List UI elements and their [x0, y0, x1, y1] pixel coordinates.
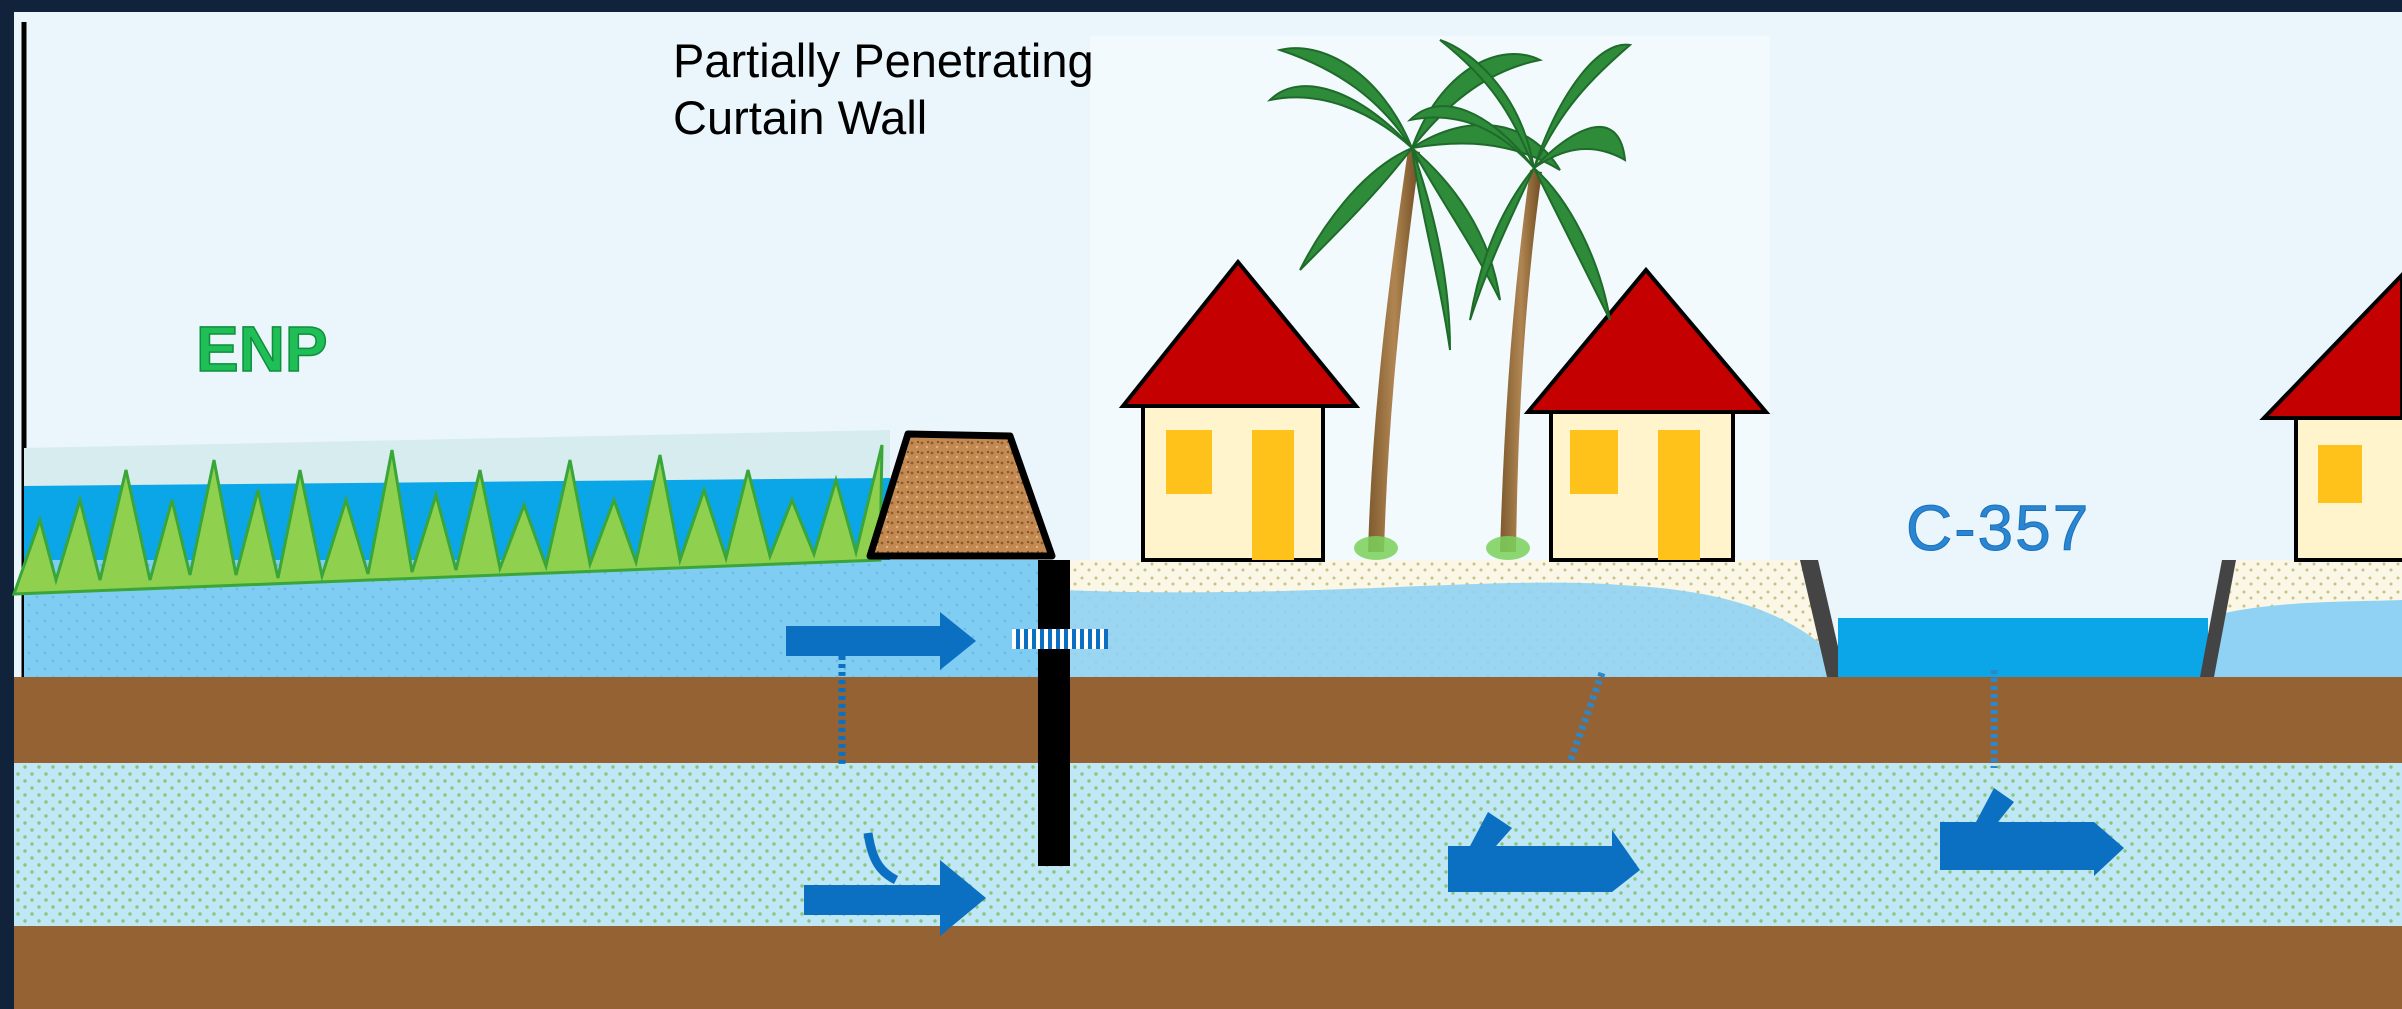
seepage-through-wall — [1012, 629, 1108, 649]
palm-tree-icon — [1406, 39, 1633, 560]
curtain-wall — [1038, 560, 1070, 866]
wall-label-line2: Curtain Wall — [673, 91, 927, 144]
canal-label: C-357 — [1906, 492, 2090, 564]
flow-arrow-icon — [1448, 671, 1640, 892]
house-icon — [1523, 266, 1771, 562]
water-table — [1062, 582, 1838, 677]
park-label: ENP — [196, 313, 328, 385]
canal-bank-left — [1800, 560, 1845, 677]
wall-label-line1: Partially Penetrating — [673, 34, 1094, 87]
flow-arrow-icon — [804, 832, 986, 936]
right-water-table — [2208, 600, 2402, 677]
confining-layer-upper — [14, 677, 2402, 763]
flow-arrow-icon — [1940, 670, 2124, 876]
grass-icon — [11, 444, 884, 596]
house-icon — [2259, 272, 2402, 562]
confining-layer-lower — [14, 926, 2402, 1009]
canal-bank-right — [2200, 560, 2236, 677]
canal-water — [1838, 618, 2208, 677]
levee-icon — [866, 430, 1056, 560]
flow-arrow-icon — [786, 612, 976, 670]
house-icon — [1118, 258, 1361, 562]
